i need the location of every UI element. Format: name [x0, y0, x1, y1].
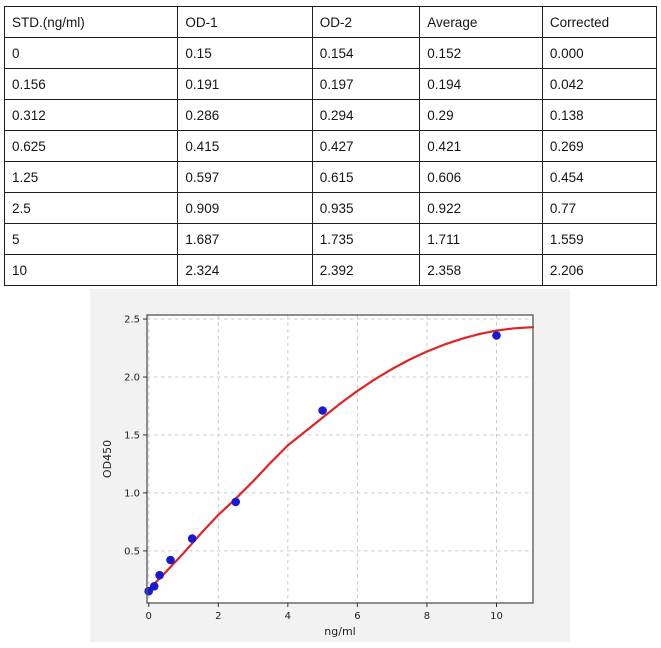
table-cell: 0.194	[419, 68, 543, 100]
table-cell: 0.269	[541, 130, 658, 162]
column-header: OD-1	[177, 6, 313, 38]
plot-border	[146, 314, 534, 604]
column-header: STD.(ng/ml)	[3, 6, 179, 38]
column-header: OD-2	[311, 6, 421, 38]
table-cell: 0.427	[311, 130, 421, 162]
table-cell: 0.922	[419, 192, 543, 224]
table-row: 0.156 0.191 0.197 0.194 0.042	[3, 68, 658, 100]
table-cell: 0.191	[177, 68, 313, 100]
table-row: 5 1.687 1.735 1.711 1.559	[3, 223, 658, 255]
data-point	[155, 570, 164, 580]
table-cell: 2.392	[311, 254, 421, 286]
table-cell: 0.152	[419, 37, 543, 69]
x-tick-label: 4	[285, 611, 291, 622]
axis-ticks	[143, 318, 497, 607]
table-cell: 0.042	[541, 68, 658, 100]
y-axis-label: OD450	[101, 440, 114, 478]
x-tick-label: 2	[215, 611, 221, 622]
standard-curve-figure: 0 2 4 6 8 10 0.5 1.0 1.5 2.0 2.5 ng/ml OD450	[90, 289, 570, 642]
table-cell: 10	[3, 254, 179, 286]
table-cell: 0.454	[541, 161, 658, 193]
gridlines	[147, 315, 533, 603]
table-cell: 0.415	[177, 130, 313, 162]
table-cell: 2.324	[177, 254, 313, 286]
table-cell: 0.000	[541, 37, 658, 69]
table-cell: 0.421	[419, 130, 543, 162]
table-cell: 0.77	[541, 192, 658, 224]
table-cell: 0	[3, 37, 179, 69]
fit-curve	[147, 326, 535, 591]
table-cell: 0.597	[177, 161, 313, 193]
data-point	[492, 331, 501, 340]
table-cell: 0.15	[177, 37, 313, 69]
table-cell: 2.5	[3, 192, 179, 224]
table-cell: 1.559	[541, 223, 658, 255]
table-cell: 0.154	[311, 37, 421, 69]
table-row: 10 2.324 2.392 2.358 2.206	[3, 254, 658, 286]
table-head: STD.(ng/ml) OD-1 OD-2 Average Corrected	[3, 6, 658, 38]
y-tick-label: 2.5	[124, 315, 140, 326]
table-cell: 0.606	[419, 161, 543, 193]
data-point	[149, 582, 159, 591]
table-row: 1.25 0.597 0.615 0.606 0.454	[3, 161, 658, 193]
table-cell: 5	[3, 223, 179, 255]
y-tick-label: 1.0	[124, 488, 140, 499]
table-cell: 1.735	[311, 223, 421, 255]
table-cell: 0.935	[311, 192, 421, 224]
data-point	[166, 555, 175, 565]
data-point	[231, 497, 240, 507]
data-point	[318, 406, 327, 415]
table-body: 0 0.15 0.154 0.152 0.000 0.156 0.191 0.197 0.194…	[3, 37, 658, 286]
y-tick-label: 1.5	[124, 430, 140, 441]
y-tick-label: 2.0	[124, 373, 140, 384]
table-cell: 0.156	[3, 68, 179, 100]
standard-curve-chart: 0 2 4 6 8 10 0.5 1.0 1.5 2.0 2.5 ng/ml OD450	[101, 314, 535, 638]
table-cell: 0.909	[177, 192, 313, 224]
plot-background	[147, 315, 533, 603]
table-cell: 0.625	[3, 130, 179, 162]
column-header: Corrected	[541, 6, 658, 38]
standards-table: STD.(ng/ml) OD-1 OD-2 Average Corrected 0 0.1…	[3, 6, 658, 286]
table-row: 0.625 0.415 0.427 0.421 0.269	[3, 130, 658, 162]
table-cell: 0.294	[311, 99, 421, 131]
x-axis-label: ng/ml	[324, 625, 355, 638]
table-cell: 1.711	[419, 223, 543, 255]
column-header: Average	[419, 6, 543, 38]
x-tick-label: 6	[354, 611, 360, 622]
table-header-row: STD.(ng/ml) OD-1 OD-2 Average Corrected	[3, 6, 658, 38]
table-cell: 2.358	[419, 254, 543, 286]
x-tick-label: 10	[490, 611, 503, 622]
table-cell: 0.286	[177, 99, 313, 131]
table-cell: 1.25	[3, 161, 179, 193]
table-row: 0.312 0.286 0.294 0.29 0.138	[3, 99, 658, 131]
x-tick-label: 8	[424, 611, 430, 622]
table-cell: 0.615	[311, 161, 421, 193]
table-cell: 2.206	[541, 254, 658, 286]
table-row: 2.5 0.909 0.935 0.922 0.77	[3, 192, 658, 224]
table-cell: 0.312	[3, 99, 179, 131]
table-row: 0 0.15 0.154 0.152 0.000	[3, 37, 658, 69]
y-tick-label: 0.5	[124, 546, 140, 557]
table-cell: 0.197	[311, 68, 421, 100]
table-cell: 1.687	[177, 223, 313, 255]
data-point	[187, 534, 197, 543]
x-tick-label: 0	[146, 611, 152, 622]
table-cell: 0.29	[419, 99, 543, 131]
table-cell: 0.138	[541, 99, 658, 131]
